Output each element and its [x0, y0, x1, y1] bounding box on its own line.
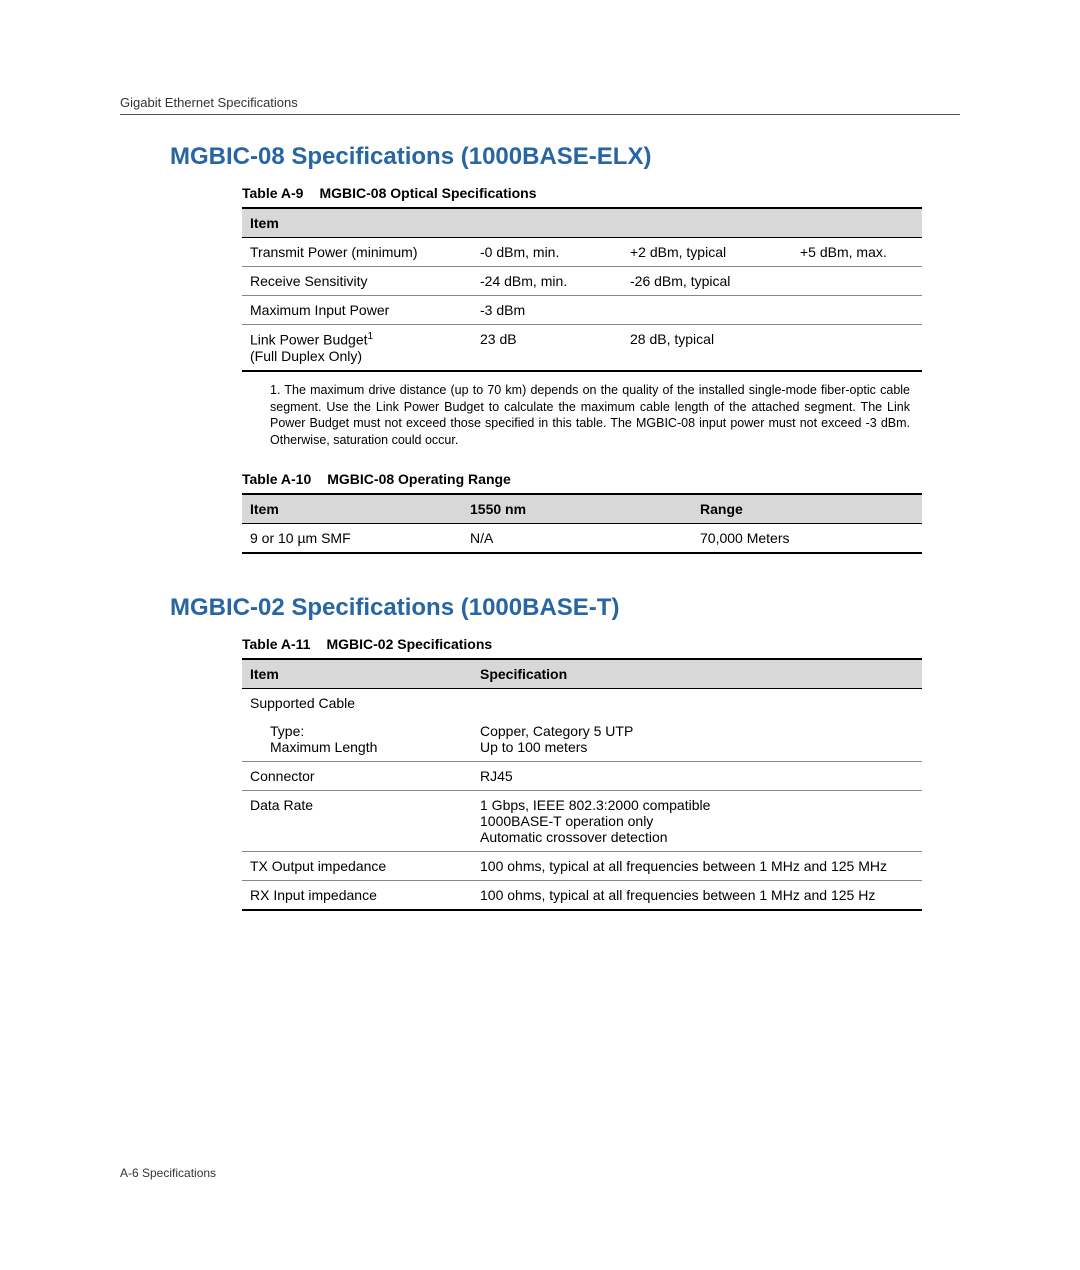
cell: [472, 689, 922, 718]
table-a10-num: Table A-10: [242, 471, 311, 487]
maxlen-value: Up to 100 meters: [480, 739, 587, 755]
table-row: RX Input impedance 100 ohms, typical at …: [242, 881, 922, 911]
table-a10-title: MGBIC-08 Operating Range: [327, 471, 511, 487]
cell: -3 dBm: [472, 296, 622, 325]
th-wavelength: 1550 nm: [462, 494, 692, 524]
th-item: Item: [242, 659, 472, 689]
cell: -0 dBm, min.: [472, 238, 622, 267]
table-row: TX Output impedance 100 ohms, typical at…: [242, 852, 922, 881]
cell: N/A: [462, 524, 692, 554]
type-value: Copper, Category 5 UTP: [480, 723, 633, 739]
duplex-note: (Full Duplex Only): [250, 348, 362, 364]
link-power-budget-label: Link Power Budget: [250, 332, 368, 348]
cell: 70,000 Meters: [692, 524, 922, 554]
table-header-row: Item Specification: [242, 659, 922, 689]
table-a9: Item Transmit Power (minimum) -0 dBm, mi…: [242, 207, 922, 372]
table-header-row: Item: [242, 208, 922, 238]
rate-line3: Automatic crossover detection: [480, 829, 668, 845]
table-a10: Item 1550 nm Range 9 or 10 µm SMF N/A 70…: [242, 493, 922, 554]
cell: +5 dBm, max.: [792, 238, 922, 267]
table-row: Receive Sensitivity -24 dBm, min. -26 dB…: [242, 267, 922, 296]
maxlen-label: Maximum Length: [270, 739, 377, 755]
running-header: Gigabit Ethernet Specifications: [120, 95, 960, 115]
page: Gigabit Ethernet Specifications MGBIC-08…: [0, 0, 1080, 1270]
table-row: Data Rate 1 Gbps, IEEE 802.3:2000 compat…: [242, 791, 922, 852]
table-a9-footnote: 1. The maximum drive distance (up to 70 …: [270, 382, 910, 450]
cell: Connector: [242, 762, 472, 791]
th-range: Range: [692, 494, 922, 524]
cell: Data Rate: [242, 791, 472, 852]
table-a11-num: Table A-11: [242, 636, 310, 652]
table-a9-caption: Table A-9 MGBIC-08 Optical Specifications: [242, 185, 960, 201]
rate-line2: 1000BASE-T operation only: [480, 813, 653, 829]
cell: 9 or 10 µm SMF: [242, 524, 462, 554]
table-row: Connector RJ45: [242, 762, 922, 791]
cell: Type: Maximum Length: [242, 717, 472, 762]
th: [472, 208, 622, 238]
table-row: Maximum Input Power -3 dBm: [242, 296, 922, 325]
cell: 100 ohms, typical at all frequencies bet…: [472, 852, 922, 881]
th-spec: Specification: [472, 659, 922, 689]
table-row: Type: Maximum Length Copper, Category 5 …: [242, 717, 922, 762]
th: [622, 208, 792, 238]
table-a11: Item Specification Supported Cable Type:…: [242, 658, 922, 911]
footnote-ref: 1: [368, 331, 374, 342]
cell: 100 ohms, typical at all frequencies bet…: [472, 881, 922, 911]
cell: [792, 267, 922, 296]
cell: Receive Sensitivity: [242, 267, 472, 296]
cell: [792, 296, 922, 325]
cell: Transmit Power (minimum): [242, 238, 472, 267]
page-footer: A-6 Specifications: [120, 1166, 216, 1180]
cell: [622, 296, 792, 325]
th-item: Item: [242, 494, 462, 524]
content: MGBIC-08 Specifications (1000BASE-ELX) T…: [170, 143, 960, 911]
cell: RX Input impedance: [242, 881, 472, 911]
cell: Link Power Budget1 (Full Duplex Only): [242, 325, 472, 371]
cell: 1 Gbps, IEEE 802.3:2000 compatible 1000B…: [472, 791, 922, 852]
cell: 28 dB, typical: [622, 325, 792, 371]
table-row: Transmit Power (minimum) -0 dBm, min. +2…: [242, 238, 922, 267]
cell: TX Output impedance: [242, 852, 472, 881]
type-label: Type:: [270, 723, 304, 739]
table-a11-title: MGBIC-02 Specifications: [326, 636, 492, 652]
cell: Maximum Input Power: [242, 296, 472, 325]
section2-title: MGBIC-02 Specifications (1000BASE-T): [170, 594, 960, 622]
th-item: Item: [242, 208, 472, 238]
cell: -26 dBm, typical: [622, 267, 792, 296]
cell: +2 dBm, typical: [622, 238, 792, 267]
section1-title: MGBIC-08 Specifications (1000BASE-ELX): [170, 143, 960, 171]
table-row: Supported Cable: [242, 689, 922, 718]
cell: -24 dBm, min.: [472, 267, 622, 296]
cell: Copper, Category 5 UTP Up to 100 meters: [472, 717, 922, 762]
table-a9-num: Table A-9: [242, 185, 303, 201]
cell: RJ45: [472, 762, 922, 791]
table-row: 9 or 10 µm SMF N/A 70,000 Meters: [242, 524, 922, 554]
rate-line1: 1 Gbps, IEEE 802.3:2000 compatible: [480, 797, 710, 813]
cell: 23 dB: [472, 325, 622, 371]
table-header-row: Item 1550 nm Range: [242, 494, 922, 524]
th: [792, 208, 922, 238]
cell: Supported Cable: [242, 689, 472, 718]
table-a10-caption: Table A-10 MGBIC-08 Operating Range: [242, 471, 960, 487]
table-a9-title: MGBIC-08 Optical Specifications: [319, 185, 536, 201]
cell: [792, 325, 922, 371]
table-row: Link Power Budget1 (Full Duplex Only) 23…: [242, 325, 922, 371]
table-a11-caption: Table A-11 MGBIC-02 Specifications: [242, 636, 960, 652]
